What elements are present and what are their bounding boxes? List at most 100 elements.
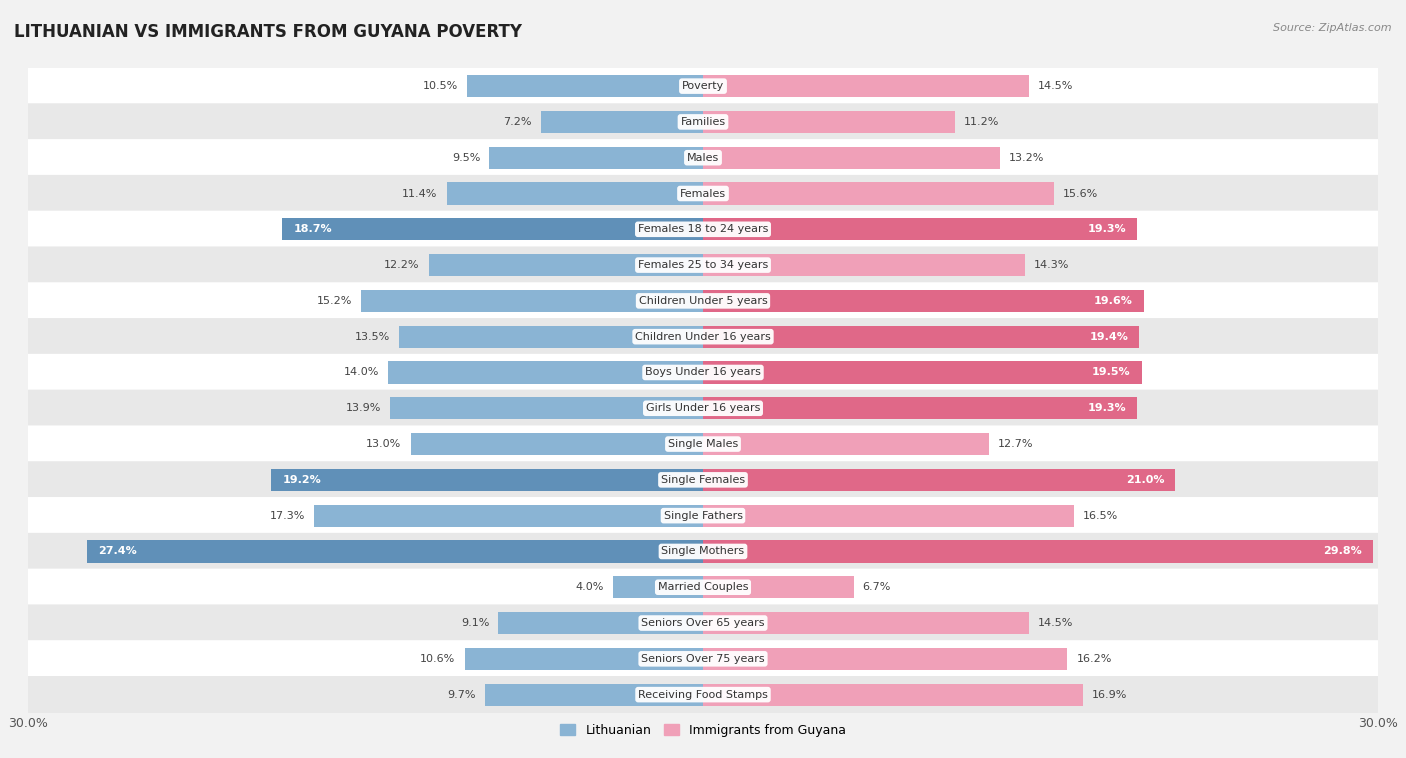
Bar <box>447 183 703 205</box>
Text: 13.2%: 13.2% <box>1010 152 1045 163</box>
Text: 9.5%: 9.5% <box>451 152 481 163</box>
Bar <box>489 146 703 169</box>
FancyBboxPatch shape <box>28 568 1378 606</box>
Bar <box>411 433 703 455</box>
Bar <box>703 576 853 598</box>
Text: 16.5%: 16.5% <box>1083 511 1118 521</box>
Text: Males: Males <box>688 152 718 163</box>
Bar <box>703 433 988 455</box>
Text: 15.2%: 15.2% <box>316 296 352 306</box>
FancyBboxPatch shape <box>28 67 1378 105</box>
Text: 14.5%: 14.5% <box>1038 81 1074 91</box>
Bar <box>361 290 703 312</box>
Text: 9.7%: 9.7% <box>447 690 475 700</box>
Text: 15.6%: 15.6% <box>1063 189 1098 199</box>
FancyBboxPatch shape <box>28 533 1378 570</box>
Text: 19.5%: 19.5% <box>1092 368 1130 377</box>
Text: Receiving Food Stamps: Receiving Food Stamps <box>638 690 768 700</box>
FancyBboxPatch shape <box>28 246 1378 283</box>
Bar <box>391 397 703 419</box>
FancyBboxPatch shape <box>28 604 1378 641</box>
Text: 7.2%: 7.2% <box>503 117 531 127</box>
FancyBboxPatch shape <box>28 103 1378 140</box>
Bar <box>703 254 1025 276</box>
Text: Seniors Over 65 years: Seniors Over 65 years <box>641 618 765 628</box>
FancyBboxPatch shape <box>28 282 1378 320</box>
Bar <box>703 290 1144 312</box>
Legend: Lithuanian, Immigrants from Guyana: Lithuanian, Immigrants from Guyana <box>555 719 851 742</box>
Bar <box>498 612 703 634</box>
Text: 19.3%: 19.3% <box>1087 403 1126 413</box>
Bar <box>467 75 703 97</box>
Text: 6.7%: 6.7% <box>863 582 891 592</box>
FancyBboxPatch shape <box>28 139 1378 177</box>
FancyBboxPatch shape <box>28 318 1378 356</box>
Text: Single Females: Single Females <box>661 475 745 485</box>
Bar <box>703 362 1142 384</box>
Text: Seniors Over 75 years: Seniors Over 75 years <box>641 654 765 664</box>
Bar <box>703 75 1029 97</box>
Text: Females 18 to 24 years: Females 18 to 24 years <box>638 224 768 234</box>
Text: 13.5%: 13.5% <box>356 332 391 342</box>
Bar <box>613 576 703 598</box>
Bar <box>399 326 703 348</box>
FancyBboxPatch shape <box>28 175 1378 212</box>
Bar <box>314 505 703 527</box>
Text: 19.3%: 19.3% <box>1087 224 1126 234</box>
Text: 14.3%: 14.3% <box>1033 260 1069 270</box>
Text: Females 25 to 34 years: Females 25 to 34 years <box>638 260 768 270</box>
Bar <box>388 362 703 384</box>
Text: 19.2%: 19.2% <box>283 475 321 485</box>
Text: Families: Families <box>681 117 725 127</box>
Bar <box>485 684 703 706</box>
Text: Boys Under 16 years: Boys Under 16 years <box>645 368 761 377</box>
Text: 29.8%: 29.8% <box>1323 547 1362 556</box>
Text: 14.0%: 14.0% <box>343 368 380 377</box>
Text: 17.3%: 17.3% <box>270 511 305 521</box>
Bar <box>703 183 1054 205</box>
Bar <box>703 540 1374 562</box>
Bar <box>271 468 703 491</box>
Text: 13.9%: 13.9% <box>346 403 381 413</box>
Bar <box>703 397 1137 419</box>
Bar <box>541 111 703 133</box>
Bar <box>703 468 1175 491</box>
Bar <box>87 540 703 562</box>
Bar <box>703 505 1074 527</box>
FancyBboxPatch shape <box>28 641 1378 678</box>
Text: 13.0%: 13.0% <box>367 439 402 449</box>
Text: Children Under 16 years: Children Under 16 years <box>636 332 770 342</box>
FancyBboxPatch shape <box>28 354 1378 391</box>
Text: 19.4%: 19.4% <box>1090 332 1128 342</box>
Bar <box>703 684 1083 706</box>
Bar <box>703 326 1139 348</box>
Text: Children Under 5 years: Children Under 5 years <box>638 296 768 306</box>
Text: Source: ZipAtlas.com: Source: ZipAtlas.com <box>1274 23 1392 33</box>
Text: 18.7%: 18.7% <box>294 224 332 234</box>
Text: LITHUANIAN VS IMMIGRANTS FROM GUYANA POVERTY: LITHUANIAN VS IMMIGRANTS FROM GUYANA POV… <box>14 23 522 41</box>
Text: 16.9%: 16.9% <box>1092 690 1128 700</box>
Text: 16.2%: 16.2% <box>1077 654 1112 664</box>
Bar <box>703 612 1029 634</box>
Bar <box>703 648 1067 670</box>
Text: Girls Under 16 years: Girls Under 16 years <box>645 403 761 413</box>
FancyBboxPatch shape <box>28 425 1378 462</box>
Text: Poverty: Poverty <box>682 81 724 91</box>
FancyBboxPatch shape <box>28 676 1378 713</box>
Bar <box>703 146 1000 169</box>
Bar <box>703 111 955 133</box>
FancyBboxPatch shape <box>28 211 1378 248</box>
Bar <box>283 218 703 240</box>
Text: Single Mothers: Single Mothers <box>661 547 745 556</box>
Bar <box>429 254 703 276</box>
Text: 11.4%: 11.4% <box>402 189 437 199</box>
Text: 9.1%: 9.1% <box>461 618 489 628</box>
Text: Females: Females <box>681 189 725 199</box>
Text: 4.0%: 4.0% <box>575 582 605 592</box>
Text: Married Couples: Married Couples <box>658 582 748 592</box>
Text: Single Males: Single Males <box>668 439 738 449</box>
Text: 27.4%: 27.4% <box>98 547 136 556</box>
Bar <box>703 218 1137 240</box>
Text: 21.0%: 21.0% <box>1126 475 1164 485</box>
Text: 14.5%: 14.5% <box>1038 618 1074 628</box>
